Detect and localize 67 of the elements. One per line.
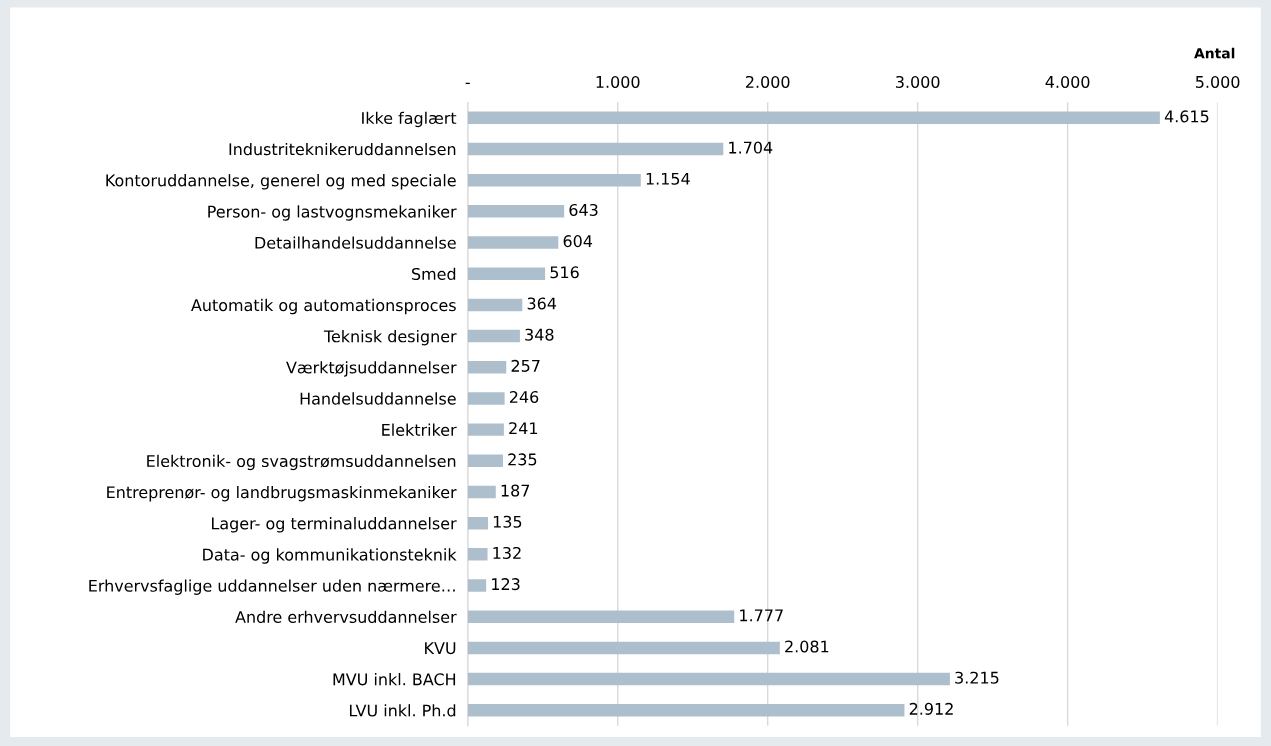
- y-tick-label: Teknisk designer: [323, 330, 457, 346]
- y-tick-label: Andre erhvervsuddannelser: [235, 610, 457, 624]
- y-tick-label: Elektronik- og svagstrømsuddannelsen: [147, 454, 456, 471]
- bar: [467, 548, 488, 561]
- data-label: 604: [563, 235, 593, 248]
- bar: [467, 111, 1160, 125]
- y-tick-label: MVU inkl. BACH: [333, 673, 456, 686]
- data-label: 516: [550, 266, 579, 279]
- data-label: 246: [509, 390, 539, 404]
- bar: [467, 236, 559, 249]
- bar: [467, 298, 523, 312]
- bar: [467, 361, 507, 374]
- x-tick-label: 3.000: [896, 75, 940, 88]
- data-label: 3.215: [955, 671, 999, 684]
- y-tick-label: Erhvervsfaglige uddannelser uden nærmere…: [89, 579, 455, 595]
- data-label: 1.154: [646, 172, 690, 185]
- data-label: 187: [501, 484, 530, 497]
- x-tick-label: -: [465, 82, 470, 85]
- bar: [467, 672, 950, 686]
- data-label: 235: [508, 453, 537, 466]
- bar: [467, 205, 565, 218]
- data-label: 241: [509, 422, 538, 435]
- bar: [467, 516, 488, 530]
- y-tick-label: Smed: [412, 267, 456, 280]
- bar: [467, 329, 520, 343]
- data-label: 132: [493, 546, 521, 559]
- y-tick-label: LVU inkl. Ph.d: [349, 704, 456, 717]
- data-label: 4.615: [1164, 110, 1209, 123]
- y-tick-label: Automatik og automationsproces: [191, 298, 456, 315]
- y-tick-label: Værktøjsuddannelser: [286, 361, 457, 377]
- bar: [467, 267, 546, 280]
- bar: [467, 423, 504, 436]
- bar: [467, 392, 505, 405]
- bar: [467, 704, 905, 717]
- bar: [467, 454, 503, 468]
- data-label: 123: [492, 578, 520, 591]
- data-label: 643: [569, 203, 598, 216]
- x-tick-label: 5.000: [1195, 75, 1240, 88]
- x-tick-label: 1.000: [596, 75, 640, 88]
- y-tick-label: KVU: [425, 642, 456, 655]
- bar: [467, 485, 496, 499]
- y-tick-label: Ikke faglært: [362, 111, 457, 128]
- x-tick-label: 4.000: [1045, 75, 1090, 88]
- data-label: 2.081: [785, 640, 829, 653]
- data-label: 135: [493, 515, 522, 528]
- y-tick-label: Handelsuddannelse: [300, 392, 456, 405]
- bar: [467, 579, 487, 592]
- data-label: 1.777: [740, 609, 783, 622]
- data-label: 2.912: [909, 702, 953, 715]
- y-tick-label: Lager- og terminaluddannelser: [212, 517, 457, 533]
- y-tick-label: Elektriker: [382, 423, 457, 436]
- x-axis-title: Antal: [1194, 47, 1235, 59]
- data-label: 1.704: [729, 141, 773, 154]
- data-label: 257: [511, 359, 540, 372]
- y-tick-label: Detailhandelsuddannelse: [255, 236, 456, 249]
- bar: [467, 142, 724, 156]
- y-tick-label: Kontoruddannelse, generel og med speciale: [106, 174, 456, 190]
- bar: [467, 173, 641, 187]
- x-tick-label: 2.000: [745, 75, 790, 88]
- y-tick-label: Entreprenør- og landbrugsmaskinmekaniker: [107, 485, 457, 502]
- data-label: 364: [527, 297, 557, 310]
- data-label: 348: [525, 328, 554, 341]
- y-tick-label: Industriteknikeruddannelsen: [229, 142, 456, 156]
- y-tick-label: Person- og lastvognsmekaniker: [208, 205, 457, 221]
- bar: [467, 610, 735, 623]
- y-tick-label: Data- og kommunikationsteknik: [203, 548, 457, 564]
- bar: [467, 641, 780, 655]
